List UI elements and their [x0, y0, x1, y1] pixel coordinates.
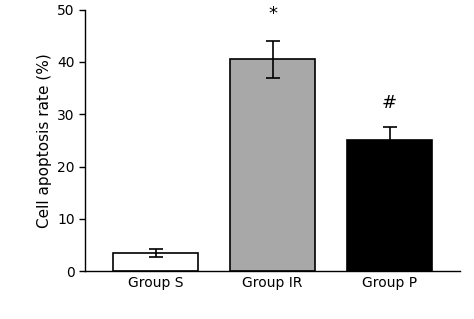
Bar [230, 59, 315, 271]
Text: *: * [268, 5, 277, 23]
Bar [347, 140, 432, 271]
Bar [113, 253, 198, 271]
Text: #: # [382, 93, 397, 112]
Y-axis label: Cell apoptosis rate (%): Cell apoptosis rate (%) [36, 53, 52, 228]
